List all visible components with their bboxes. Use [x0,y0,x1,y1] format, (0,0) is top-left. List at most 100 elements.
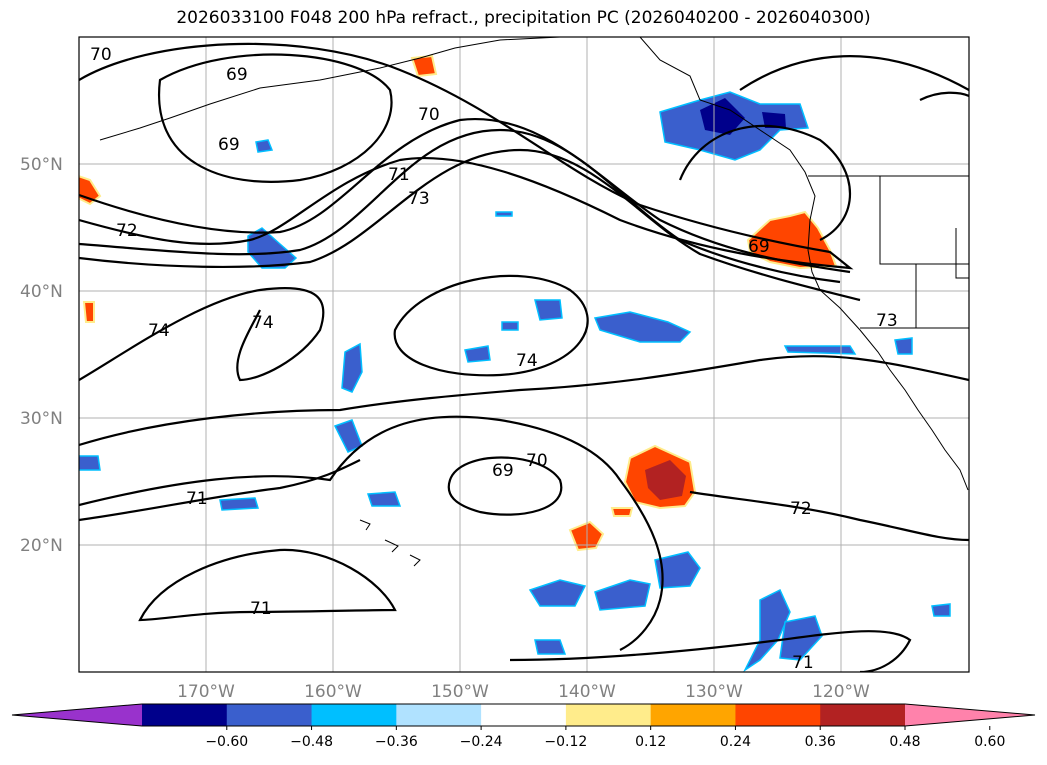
contour-74-center [393,274,589,377]
longitude-labels: 170°W 160°W 150°W 140°W 130°W 120°W [177,682,870,702]
lon-label: 170°W [177,682,235,702]
contour-69-south [447,456,563,516]
precip-region [495,211,513,217]
precip-region [366,491,402,507]
refractivity-contours [79,42,969,672]
contour-71-southwest [138,548,397,622]
colorbar-segment [820,704,906,726]
contour-71-south [79,459,361,522]
colorbar: −0.60 −0.48 −0.36 −0.24 −0.12 0.12 0.24 0.36 0.4… [11,703,1036,750]
coastline-north-america [639,37,969,491]
contour-label: 69 [492,461,514,481]
coastlines [99,37,969,567]
precip-region [255,139,274,153]
colorbar-outline [11,703,1036,727]
contour-label: 73 [876,311,898,331]
colorbar-tick-label: −0.36 [375,734,418,750]
contour-72-north [79,128,841,284]
precip-region [783,345,857,355]
precip-region [82,301,95,323]
precip-region [528,579,587,607]
contour-label: 71 [250,599,272,619]
contour-label: 74 [252,313,274,333]
precip-region [79,455,101,471]
contour-ne-loop [739,55,969,91]
latitude-labels: 50°N 40°N 30°N 20°N [20,155,63,556]
contour-74-band [79,354,969,447]
colorbar-tick-label: 0.12 [635,734,666,750]
contour-label: 74 [516,351,538,371]
coastline-alaska [99,37,561,141]
colorbar-tick-label: 0.24 [720,734,751,750]
precip-region [593,311,692,343]
contour-label: 71 [186,489,208,509]
contour-ne-loop-2 [919,91,969,101]
colorbar-segment [650,704,736,726]
precip-region [654,551,701,589]
lat-label: 50°N [20,155,63,175]
colorbar-segment [396,704,482,726]
colorbar-tick-label: −0.24 [460,734,503,750]
precip-region [746,210,838,270]
precip-region [594,579,651,611]
lon-label: 160°W [304,682,362,702]
contour-label: 73 [408,189,430,209]
contour-label: 72 [790,499,812,519]
precip-region [743,588,791,672]
colorbar-segment [565,704,652,726]
precip-region [534,299,563,321]
contour-label: 69 [226,65,248,85]
lat-label: 20°N [20,536,63,556]
contour-69-north [157,53,393,183]
contour-east-loop [678,124,851,241]
contour-label: 70 [418,105,440,125]
colorbar-segment [311,704,397,726]
contour-74-west [79,287,325,382]
colorbar-tick-label: −0.48 [290,734,333,750]
positive-precip-regions [79,54,838,552]
contour-labels: 70 69 69 70 71 73 72 74 74 74 69 73 69 7… [90,45,898,673]
contour-label: 69 [748,237,770,257]
colorbar-tick-label: 0.36 [805,734,836,750]
island-hawaii [359,519,421,567]
precip-region [464,345,491,363]
map-area [79,37,969,672]
precip-region [610,507,634,517]
colorbar-segment [142,704,228,726]
precip-region [645,460,686,500]
contour-72-south [689,490,969,542]
precip-region [700,98,745,135]
contour-label: 74 [148,321,170,341]
lon-label: 130°W [685,682,743,702]
colorbar-tick-label: 0.60 [974,734,1005,750]
colorbar-segment [226,704,313,726]
lon-label: 150°W [431,682,489,702]
colorbar-extend-low [12,704,142,726]
contour-label: 70 [526,451,548,471]
contour-71-north [79,117,851,274]
map-frame [78,36,970,673]
precip-region [341,342,363,393]
contour-label: 71 [388,165,410,185]
lat-label: 40°N [20,282,63,302]
colorbar-tick-label: −0.12 [544,734,587,750]
contour-label: 70 [90,45,112,65]
colorbar-tick-label: 0.48 [889,734,920,750]
lon-label: 120°W [812,682,870,702]
precip-region [931,603,951,617]
contour-label: 72 [116,221,138,241]
border-state [879,176,969,265]
precip-region [501,321,519,331]
contour-70-south [79,415,664,651]
contour-label: 71 [792,653,814,673]
border-state [955,228,969,279]
contour-label: 69 [218,135,240,155]
colorbar-tick-label: −0.60 [205,734,248,750]
contour-73-north [79,148,861,302]
precip-region [894,337,913,355]
colorbar-segment [735,704,821,726]
precip-region [534,639,567,655]
contour-71-southeast [509,630,912,672]
colorbar-segment [481,704,567,726]
